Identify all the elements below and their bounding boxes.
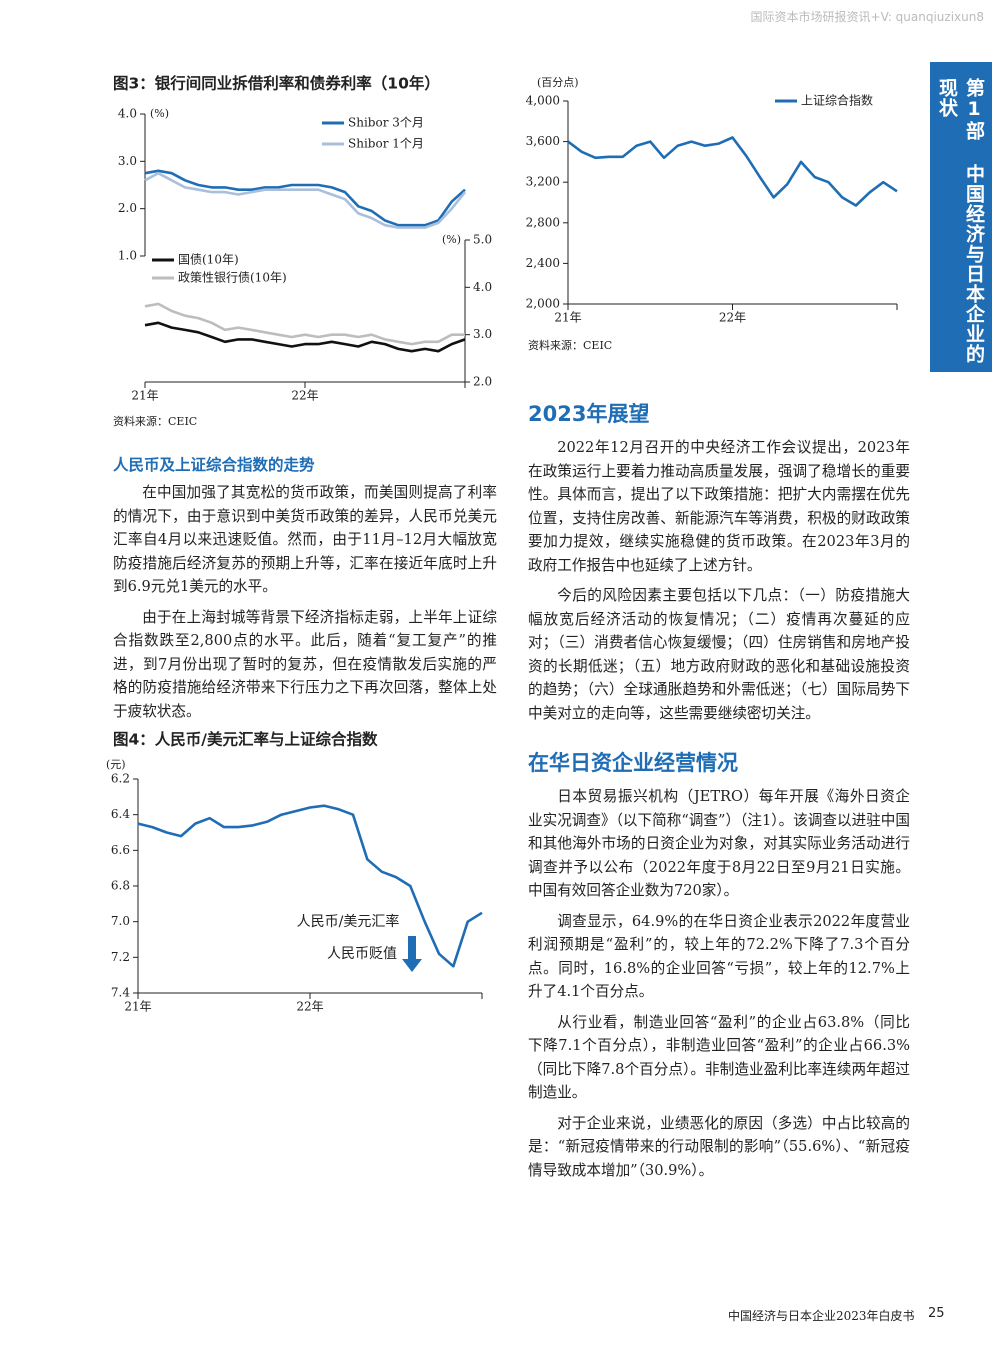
left-column: 人民币及上证综合指数的走势 在中国加强了其宽松的货币政策，而美国则提高了利率的情… [113, 453, 497, 730]
page-number: 25 [928, 1306, 945, 1321]
series-line [567, 136, 898, 207]
annotation: 人民币/美元汇率 [297, 913, 400, 930]
y-tick-label: 6.4 [111, 807, 130, 821]
source: 资料来源：CEIC [528, 338, 612, 352]
figure-title: 图3：银行间同业拆借利率和债券利率（10年） [113, 74, 440, 93]
paragraph: 调查显示，64.9%的在华日资企业表示2022年度营业利润预期是“盈利”的，较上… [528, 912, 910, 1001]
y-tick-label: 4.0 [118, 107, 137, 121]
y-tick-label: 3,600 [526, 134, 560, 148]
y2-tick-label: 4.0 [473, 280, 492, 294]
source: 资料来源：CEIC [113, 414, 197, 428]
side-tab: 第1部 中国经济与日本企业的现状 [930, 62, 992, 372]
series-line [144, 169, 466, 227]
y2-tick-label: 3.0 [473, 327, 492, 341]
section-heading: 人民币及上证综合指数的走势 [113, 456, 315, 474]
y-unit: (%) [150, 107, 169, 120]
arrow-head [402, 959, 422, 972]
paragraph: 从行业看，制造业回答“盈利”的企业占63.8%（同比下降7.1个百分点），非制造… [528, 1013, 910, 1102]
y-tick-label: 2,400 [526, 256, 560, 270]
y2-unit: (%) [442, 233, 461, 246]
x-tick-label: 21年 [124, 1000, 151, 1014]
legend-label: 上证综合指数 [801, 93, 873, 108]
paragraph: 今后的风险因素主要包括以下几点：（一）防疫措施大幅放宽后经济活动的恢复情况；（二… [528, 587, 910, 722]
y-tick-label: 2.0 [118, 201, 137, 215]
y-unit: (元) [106, 758, 126, 771]
y-tick-label: 6.2 [111, 772, 130, 786]
figure-title: 图4：人民币/美元汇率与上证综合指数 [113, 730, 378, 749]
right-column: 2023年展望 2022年12月召开的中央经济工作会议提出，2023年在政策运行… [528, 398, 910, 1189]
series-line [144, 321, 466, 353]
section-heading: 在华日资企业经营情况 [528, 751, 738, 775]
series-line [144, 302, 465, 346]
x-tick-label: 21年 [131, 389, 158, 403]
y2-tick-label: 2.0 [473, 375, 492, 389]
y-unit: (百分点) [537, 76, 579, 89]
paragraph: 2022年12月召开的中央经济工作会议提出，2023年在政策运行上要着力推动高质… [528, 439, 910, 574]
y-tick-label: 7.2 [111, 950, 130, 964]
paragraph: 在中国加强了其宽松的货币政策，而美国则提高了利率的情况下，由于意识到中美货币政策… [113, 484, 497, 595]
y-tick-label: 2,000 [526, 297, 560, 311]
paragraph: 由于在上海封城等背景下经济指标走弱，上半年上证综合指数跌至2,800点的水平。此… [113, 608, 497, 720]
legend-label: 国债(10年) [178, 253, 239, 267]
annotation: 人民币贬值 [327, 946, 397, 962]
watermark: 国际资本市场研报资讯+V: quanqiuzixun8 [750, 10, 984, 24]
series-line [137, 804, 483, 968]
y-tick-label: 4,000 [526, 94, 560, 108]
y-tick-label: 1.0 [118, 249, 137, 263]
x-tick-label: 22年 [296, 1000, 323, 1014]
x-tick-label: 21年 [554, 311, 581, 325]
section-heading: 2023年展望 [528, 402, 650, 426]
y-tick-label: 3,200 [526, 175, 560, 189]
y-tick-label: 3.0 [118, 154, 137, 168]
y-tick-label: 6.6 [111, 843, 130, 857]
legend-label: 政策性银行债(10年) [178, 271, 287, 285]
paragraph: 日本贸易振兴机构（JETRO）每年开展《海外日资企业实况调查》（以下简称“调查”… [528, 788, 910, 899]
y2-tick-label: 5.0 [473, 233, 492, 247]
legend-label: Shibor 1个月 [348, 137, 424, 151]
x-tick-label: 22年 [291, 389, 318, 403]
x-tick-label: 22年 [719, 311, 746, 325]
footer-title: 中国经济与日本企业2023年白皮书 [728, 1309, 915, 1323]
paragraph: 对于企业来说，业绩恶化的原因（多选）中占比较高的是：“新冠疫情带来的行动限制的影… [528, 1114, 910, 1179]
y-tick-label: 6.8 [111, 879, 130, 893]
y-tick-label: 7.0 [111, 914, 130, 928]
legend-label: Shibor 3个月 [348, 116, 424, 130]
arrow-shaft [408, 936, 416, 960]
series-line [144, 171, 467, 229]
y-tick-label: 7.4 [111, 986, 130, 1000]
y-tick-label: 2,800 [526, 215, 560, 229]
